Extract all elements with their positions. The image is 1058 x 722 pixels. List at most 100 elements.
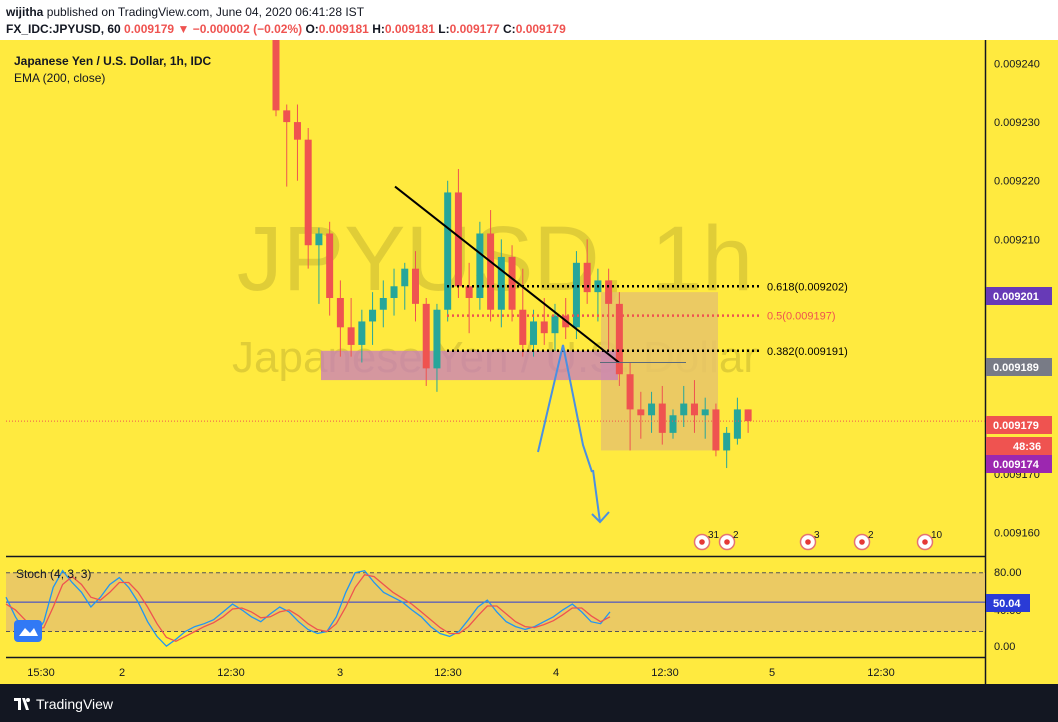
candle-body: [379, 298, 387, 310]
event-dot-icon: [724, 539, 730, 545]
tradingview-logo-icon: [14, 698, 30, 710]
candle-body: [637, 409, 645, 416]
time-tick-label: 12:30: [434, 667, 462, 679]
event-count: 2: [868, 530, 874, 541]
candle-body: [615, 303, 623, 375]
event-dot-icon: [805, 539, 811, 545]
candle-body: [369, 309, 377, 322]
stoch-value: 50.04: [993, 598, 1021, 610]
event-count: 10: [931, 530, 943, 541]
brand-label: TradingView: [36, 696, 114, 712]
low-value: 0.009177: [449, 22, 500, 36]
stoch-series-line: [5, 573, 611, 643]
candle-body: [572, 262, 580, 328]
publish-info: wijitha published on TradingView.com, Ju…: [6, 4, 364, 20]
price-label-text: 48:36: [1013, 441, 1041, 453]
candle-body: [272, 4, 280, 111]
candle-body: [530, 321, 538, 345]
candle-body: [315, 233, 323, 246]
candle-body: [583, 262, 591, 293]
candle-body: [454, 192, 462, 287]
candle-body: [465, 286, 473, 298]
price-tick-label: 0.009240: [994, 58, 1040, 70]
event-count: 31: [708, 530, 720, 541]
candle-body: [293, 122, 301, 140]
price-label-badge: [986, 437, 1052, 455]
candle-body: [723, 432, 731, 451]
time-tick-label: 4: [553, 667, 559, 679]
stoch-tick-label: 0.00: [994, 641, 1015, 653]
down-arrow-icon: [591, 511, 610, 524]
price-tick-label: 0.009160: [994, 528, 1040, 540]
supply-zone: [321, 350, 618, 381]
candle-body: [701, 409, 709, 416]
fib-label: 0.5(0.009197): [767, 311, 836, 323]
trendline: [394, 185, 620, 364]
footer-bar: TradingView: [0, 684, 1058, 722]
open-value: 0.009181: [318, 22, 369, 36]
stoch-value-badge: [986, 594, 1030, 612]
candle-body: [401, 268, 409, 287]
time-tick-label: 12:30: [217, 667, 245, 679]
candle-body: [744, 409, 752, 422]
price-label-badge: [986, 287, 1052, 305]
price-label-text: 0.009201: [993, 291, 1039, 303]
candle-body: [658, 403, 666, 433]
candle-body: [508, 256, 516, 310]
candle-body: [669, 415, 677, 433]
candle-body: [347, 327, 355, 345]
candle-body: [336, 298, 344, 328]
candle-body: [326, 233, 334, 298]
candle-body: [422, 303, 430, 369]
price-label-text: 0.009174: [993, 459, 1040, 471]
last-price: 0.009179: [124, 22, 175, 36]
stoch-tick-label: 80.00: [994, 567, 1022, 579]
candle-body: [487, 233, 495, 310]
stoch-title[interactable]: Stoch (4, 3, 3): [16, 567, 91, 581]
candle-body: [540, 321, 548, 334]
candle-body: [304, 139, 312, 246]
change-arrow-icon: ▼: [177, 22, 190, 36]
candle-body: [283, 110, 291, 123]
time-tick-label: 3: [337, 667, 343, 679]
candles-group: [272, 4, 752, 469]
open-label: O:: [305, 22, 319, 36]
candle-body: [690, 403, 698, 416]
event-count: 2: [733, 530, 739, 541]
event-dot-icon: [699, 539, 705, 545]
time-tick-label: 2: [119, 667, 125, 679]
price-tick-label: 0.009210: [994, 234, 1040, 246]
price-label-text: 0.009189: [993, 362, 1039, 374]
price-tick-label: 0.009220: [994, 176, 1040, 188]
fib-label: 0.382(0.009191): [767, 346, 848, 358]
legend-title: Japanese Yen / U.S. Dollar, 1h, IDC: [14, 54, 212, 68]
candle-body: [390, 286, 398, 298]
time-tick-label: 12:30: [651, 667, 679, 679]
candle-body: [648, 403, 656, 416]
ohlc-line: FX_IDC:JPYUSD, 60 0.009179 ▼ −0.000002 (…: [6, 21, 566, 37]
candle-body: [497, 256, 505, 310]
close-label: C:: [503, 22, 516, 36]
publisher-name[interactable]: wijitha: [6, 5, 44, 19]
candle-body: [733, 409, 741, 439]
projection-arrow-shaft: [592, 469, 601, 523]
chart-background: [0, 0, 1058, 684]
time-tick-label: 12:30: [867, 667, 895, 679]
time-tick-label: 15:30: [27, 667, 55, 679]
price-change: −0.000002 (−0.02%): [192, 22, 303, 36]
candle-body: [519, 309, 527, 345]
candle-body: [411, 268, 419, 304]
event-dot-icon: [859, 539, 865, 545]
tradingview-logo[interactable]: TradingView: [14, 696, 113, 712]
price-label-badge: [986, 358, 1052, 376]
fib-label: 0.618(0.009202): [767, 281, 848, 293]
projection-arrow-path: [537, 344, 593, 473]
candle-body: [626, 374, 634, 410]
publish-header: wijitha published on TradingView.com, Ju…: [0, 0, 1058, 40]
candle-body: [358, 321, 366, 345]
ema-legend[interactable]: EMA (200, close): [14, 71, 105, 85]
symbol-line: FX_IDC:JPYUSD, 60: [6, 22, 121, 36]
